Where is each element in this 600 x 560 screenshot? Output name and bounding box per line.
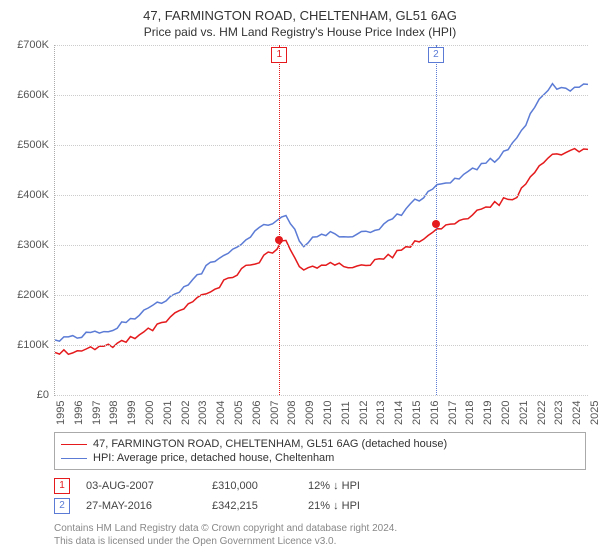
footer-line2: This data is licensed under the Open Gov… — [54, 535, 586, 548]
x-axis-label: 2022 — [536, 401, 548, 425]
x-axis-label: 2004 — [215, 401, 227, 425]
x-axis-label: 2021 — [518, 401, 530, 425]
x-axis-label: 1998 — [108, 401, 120, 425]
x-axis-label: 1997 — [91, 401, 103, 425]
x-axis-label: 2003 — [197, 401, 209, 425]
sales-date: 03-AUG-2007 — [86, 480, 196, 492]
x-axis-label: 2017 — [447, 401, 459, 425]
sales-row-marker: 1 — [54, 478, 70, 494]
gridline — [55, 145, 588, 146]
x-axis-label: 2001 — [162, 401, 174, 425]
gridline — [55, 395, 588, 396]
gridline — [55, 45, 588, 46]
legend-label: 47, FARMINGTON ROAD, CHELTENHAM, GL51 6A… — [93, 438, 447, 450]
gridline — [55, 245, 588, 246]
sales-row: 1 03-AUG-2007 £310,000 12% ↓ HPI — [54, 476, 586, 496]
legend-label: HPI: Average price, detached house, Chel… — [93, 452, 334, 464]
x-axis-label: 2013 — [375, 401, 387, 425]
x-axis-label: 2012 — [358, 401, 370, 425]
sale-marker-box: 2 — [428, 47, 444, 63]
sale-dot — [275, 236, 283, 244]
x-axis-label: 2005 — [233, 401, 245, 425]
legend-swatch — [61, 444, 87, 445]
sale-marker-box: 1 — [271, 47, 287, 63]
x-axis-label: 2000 — [144, 401, 156, 425]
chart-title: 47, FARMINGTON ROAD, CHELTENHAM, GL51 6A… — [0, 0, 600, 23]
x-axis-label: 2009 — [304, 401, 316, 425]
chart-subtitle: Price paid vs. HM Land Registry's House … — [0, 23, 600, 45]
sales-row: 2 27-MAY-2016 £342,215 21% ↓ HPI — [54, 496, 586, 516]
x-axis-label: 2006 — [251, 401, 263, 425]
chart-plot-area: £0£100K£200K£300K£400K£500K£600K£700K199… — [54, 45, 588, 396]
sale-vline — [279, 45, 280, 395]
series-line — [55, 149, 588, 355]
gridline — [55, 95, 588, 96]
footer-line1: Contains HM Land Registry data © Crown c… — [54, 522, 586, 535]
legend-item: HPI: Average price, detached house, Chel… — [61, 451, 579, 465]
x-axis-label: 2018 — [464, 401, 476, 425]
legend-item: 47, FARMINGTON ROAD, CHELTENHAM, GL51 6A… — [61, 437, 579, 451]
x-axis-label: 2011 — [340, 401, 352, 425]
x-axis-label: 1995 — [55, 401, 67, 425]
x-axis-label: 2023 — [553, 401, 565, 425]
y-axis-label: £300K — [1, 239, 49, 251]
y-axis-label: £0 — [1, 389, 49, 401]
gridline — [55, 195, 588, 196]
x-axis-label: 1999 — [126, 401, 138, 425]
sales-pct: 21% ↓ HPI — [308, 500, 408, 512]
y-axis-label: £500K — [1, 139, 49, 151]
x-axis-label: 2024 — [571, 401, 583, 425]
x-axis-label: 2002 — [180, 401, 192, 425]
x-axis-label: 2007 — [269, 401, 281, 425]
y-axis-label: £600K — [1, 89, 49, 101]
x-axis-label: 2015 — [411, 401, 423, 425]
y-axis-label: £100K — [1, 339, 49, 351]
sales-row-marker: 2 — [54, 498, 70, 514]
sales-price: £342,215 — [212, 500, 292, 512]
sales-date: 27-MAY-2016 — [86, 500, 196, 512]
x-axis-label: 1996 — [73, 401, 85, 425]
sales-pct: 12% ↓ HPI — [308, 480, 408, 492]
x-axis-label: 2025 — [589, 401, 600, 425]
legend-swatch — [61, 458, 87, 459]
y-axis-label: £200K — [1, 289, 49, 301]
x-axis-label: 2016 — [429, 401, 441, 425]
x-axis-label: 2014 — [393, 401, 405, 425]
legend: 47, FARMINGTON ROAD, CHELTENHAM, GL51 6A… — [54, 432, 586, 470]
sales-table: 1 03-AUG-2007 £310,000 12% ↓ HPI 2 27-MA… — [54, 476, 586, 516]
x-axis-label: 2020 — [500, 401, 512, 425]
gridline — [55, 295, 588, 296]
x-axis-label: 2008 — [286, 401, 298, 425]
series-line — [55, 84, 588, 342]
x-axis-label: 2019 — [482, 401, 494, 425]
y-axis-label: £700K — [1, 39, 49, 51]
sales-price: £310,000 — [212, 480, 292, 492]
x-axis-label: 2010 — [322, 401, 334, 425]
y-axis-label: £400K — [1, 189, 49, 201]
gridline — [55, 345, 588, 346]
chart-svg — [55, 45, 588, 395]
sale-dot — [432, 220, 440, 228]
footer-attribution: Contains HM Land Registry data © Crown c… — [54, 522, 586, 548]
